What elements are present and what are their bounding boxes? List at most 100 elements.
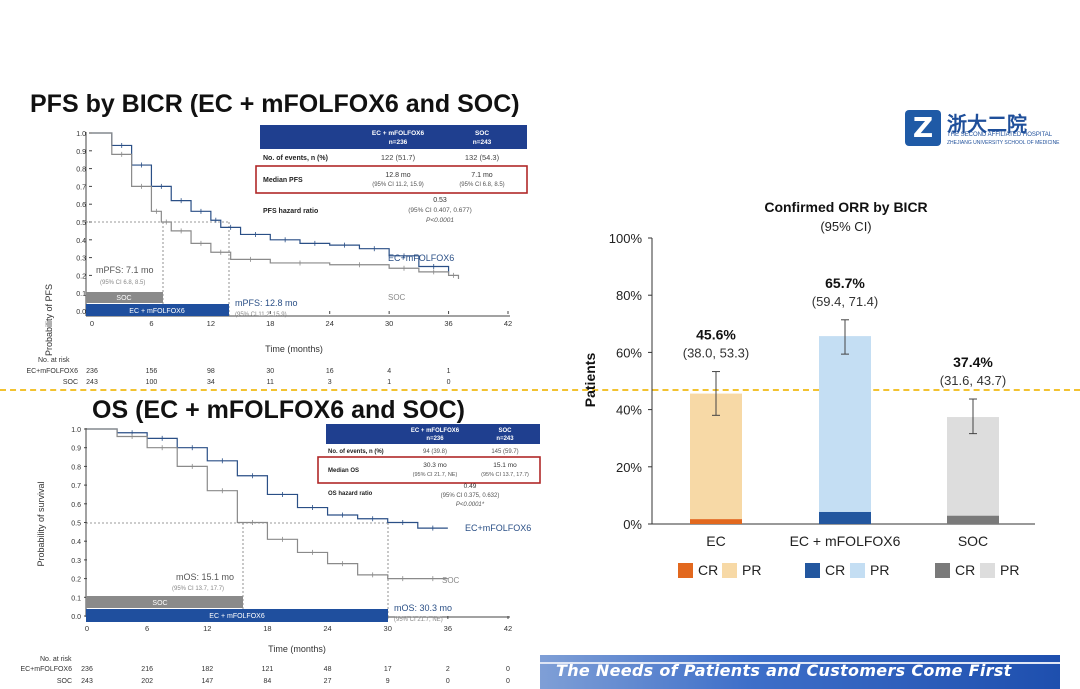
pfs-median-soc-ci: (95% CI 6.8, 8.5) bbox=[100, 280, 145, 286]
pfs-table-header-bg bbox=[260, 125, 527, 149]
orr-legend-label: CR bbox=[698, 562, 718, 578]
orr-y-axis-label: Patients bbox=[582, 353, 598, 408]
pfs-x-tick-label: 42 bbox=[504, 319, 512, 328]
orr-value-label: 65.7% bbox=[825, 275, 865, 291]
os-table-row-events: No. of events, n (%) bbox=[328, 449, 384, 455]
orr-ci-label: (59.4, 71.4) bbox=[812, 294, 879, 309]
pfs-table-median-ec: 12.8 mo bbox=[385, 172, 410, 179]
pfs-y-tick-label: 0.4 bbox=[76, 238, 86, 245]
os-table-header-bg bbox=[326, 424, 540, 444]
os-risk-soc-value: 202 bbox=[141, 678, 153, 685]
orr-bar-cr bbox=[690, 519, 742, 524]
os-risk-ec-value: 182 bbox=[201, 666, 213, 673]
orr-y-tick-label: 100% bbox=[609, 231, 643, 246]
os-risk-soc-value: 0 bbox=[446, 678, 450, 685]
pfs-risk-ec-value: 98 bbox=[207, 368, 215, 375]
pfs-ec-bar-label: EC + mFOLFOX6 bbox=[129, 308, 185, 315]
os-table-highlight-box bbox=[317, 456, 541, 484]
orr-value-label: 45.6% bbox=[696, 327, 736, 343]
pfs-x-tick-label: 24 bbox=[326, 319, 334, 328]
os-y-tick-label: 0.1 bbox=[71, 595, 81, 602]
os-risk-ec-value: 17 bbox=[384, 666, 392, 673]
orr-y-tick-label: 40% bbox=[616, 403, 642, 418]
os-risk-ec-value: 236 bbox=[81, 666, 93, 673]
hospital-logo: Z 浙大二院 THE SECOND AFFILIATED HOSPITAL ZH… bbox=[905, 110, 1060, 150]
pfs-x-tick-label: 12 bbox=[207, 319, 215, 328]
os-table-col-soc: SOC bbox=[498, 428, 512, 434]
pfs-y-tick-label: 0.9 bbox=[76, 149, 86, 156]
os-risk-soc-value: 147 bbox=[201, 678, 213, 685]
pfs-risk-soc-value: 243 bbox=[86, 379, 98, 386]
os-x-axis-label: Time (months) bbox=[268, 644, 326, 654]
os-soc-curve bbox=[87, 428, 448, 580]
pfs-y-tick-label: 0.6 bbox=[76, 202, 86, 209]
os-y-axis-label: Probability of survival bbox=[36, 481, 46, 566]
os-y-tick-label: 0.5 bbox=[71, 521, 81, 528]
pfs-table-row-events: No. of events, n (%) bbox=[263, 155, 328, 162]
pfs-risk-ec-value: 4 bbox=[387, 368, 391, 375]
os-table-col-ec-n: n=236 bbox=[426, 436, 444, 442]
os-risk-ec-value: 0 bbox=[506, 666, 510, 673]
os-median-soc-ci: (95% CI 13.7, 17.7) bbox=[172, 586, 224, 592]
pfs-median-ec-ci: (95% CI 11.2, 15.9) bbox=[235, 312, 287, 318]
pfs-y-tick-label: 0.1 bbox=[76, 291, 86, 298]
os-y-tick-label: 0.7 bbox=[71, 483, 81, 490]
os-ec-duration-bar bbox=[86, 609, 388, 622]
os-soc-bar-label: SOC bbox=[152, 600, 167, 607]
pfs-y-tick-label: 0.2 bbox=[76, 273, 86, 280]
os-y-tick-label: 0.9 bbox=[71, 446, 81, 453]
pfs-table-row-median: Median PFS bbox=[263, 177, 303, 184]
pfs-y-tick-label: 0.7 bbox=[76, 184, 86, 191]
os-median-soc-label: mOS: 15.1 mo bbox=[176, 572, 234, 582]
pfs-soc-curve bbox=[92, 132, 460, 279]
orr-subtitle: (95% CI) bbox=[820, 219, 871, 234]
os-table-median-ec: 30.3 mo bbox=[423, 462, 447, 469]
pfs-risk-soc-value: 1 bbox=[387, 379, 391, 386]
footer-banner bbox=[540, 655, 1060, 689]
os-title: OS (EC + mFOLFOX6 and SOC) bbox=[92, 396, 465, 424]
os-y-tick-label: 0.0 bbox=[71, 614, 81, 621]
os-risk-soc-value: 9 bbox=[386, 678, 390, 685]
pfs-table-highlight-box bbox=[255, 165, 528, 194]
orr-bar-pr bbox=[819, 336, 871, 512]
footer-line bbox=[540, 662, 1060, 664]
os-x-tick-label: 24 bbox=[323, 624, 331, 633]
orr-value-label: 37.4% bbox=[953, 354, 993, 370]
pfs-soc-curve-label: SOC bbox=[388, 293, 406, 302]
os-risk-ec-value: 2 bbox=[446, 666, 450, 673]
os-risk-soc-value: 84 bbox=[264, 678, 272, 685]
orr-y-tick-label: 0% bbox=[623, 517, 642, 532]
pfs-x-tick-label: 18 bbox=[266, 319, 274, 328]
os-risk-header: No. at risk bbox=[40, 656, 72, 663]
os-x-tick-label: 6 bbox=[145, 624, 149, 633]
os-ec-curve-label: EC+mFOLFOX6 bbox=[465, 523, 531, 533]
os-table-row-median: Median OS bbox=[328, 468, 359, 474]
pfs-table-median-soc-ci: (95% CI 6.8, 8.5) bbox=[459, 182, 504, 188]
orr-legend-swatch bbox=[722, 563, 737, 578]
pfs-x-tick-label: 0 bbox=[90, 319, 94, 328]
os-x-tick-label: 18 bbox=[263, 624, 271, 633]
os-table-col-soc-n: n=243 bbox=[496, 436, 514, 442]
pfs-risk-ec-value: 156 bbox=[146, 368, 158, 375]
os-median-ec-label: mOS: 30.3 mo bbox=[394, 603, 452, 613]
os-y-tick-label: 0.4 bbox=[71, 539, 81, 546]
os-risk-label-ec: EC+mFOLFOX6 bbox=[20, 666, 72, 673]
pfs-y-tick-label: 1.0 bbox=[76, 131, 86, 138]
orr-legend-swatch bbox=[980, 563, 995, 578]
pfs-table-hr-p: P<0.0001 bbox=[426, 217, 454, 224]
os-table-row-hr: OS hazard ratio bbox=[328, 491, 373, 497]
os-table-hr-p: P<0.0001* bbox=[456, 502, 485, 508]
pfs-x-axis-label: Time (months) bbox=[265, 344, 323, 354]
pfs-table-hr-ci: (95% CI 0.407, 0.677) bbox=[408, 207, 472, 214]
orr-ci-label: (31.6, 43.7) bbox=[940, 373, 1007, 388]
pfs-table-col-ec-n: n=236 bbox=[389, 139, 408, 146]
pfs-median-ec-label: mPFS: 12.8 mo bbox=[235, 298, 298, 308]
orr-legend-label: CR bbox=[825, 562, 845, 578]
orr-legend-label: PR bbox=[870, 562, 889, 578]
pfs-risk-ec-value: 1 bbox=[447, 368, 451, 375]
orr-title: Confirmed ORR by BICR bbox=[764, 199, 927, 215]
pfs-y-tick-label: 0.8 bbox=[76, 167, 86, 174]
orr-legend-swatch bbox=[805, 563, 820, 578]
pfs-table-row-hr: PFS hazard ratio bbox=[263, 208, 318, 215]
orr-legend-swatch bbox=[935, 563, 950, 578]
